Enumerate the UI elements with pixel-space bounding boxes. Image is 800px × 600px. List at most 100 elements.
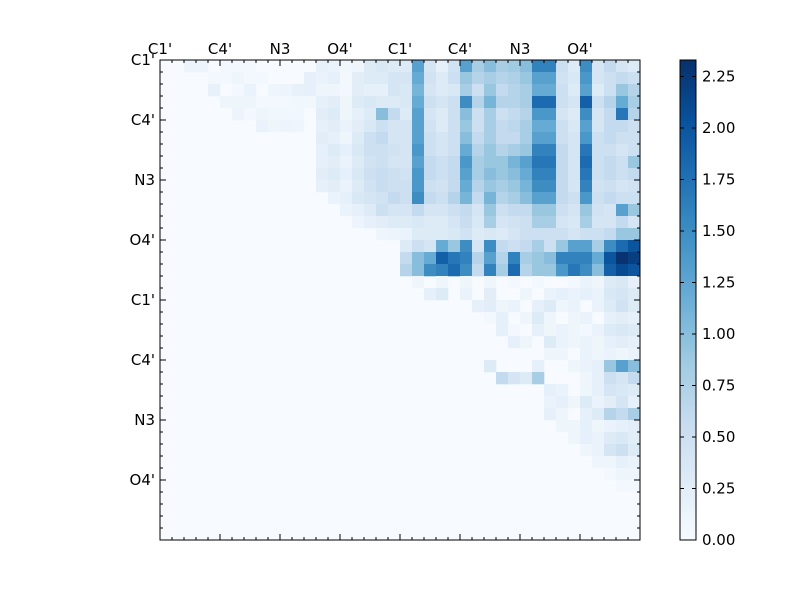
heatmap-cell bbox=[472, 168, 485, 181]
heatmap-cell bbox=[364, 108, 377, 121]
heatmap-cell bbox=[532, 96, 545, 109]
heatmap-cell bbox=[556, 96, 569, 109]
heatmap-cell bbox=[628, 192, 641, 205]
heatmap-cell bbox=[340, 144, 353, 157]
heatmap-cell bbox=[556, 288, 569, 301]
heatmap-cell bbox=[340, 120, 353, 133]
heatmap-cell bbox=[364, 204, 377, 217]
heatmap-cell bbox=[568, 324, 581, 337]
heatmap-cell bbox=[592, 96, 605, 109]
heatmap-cell bbox=[232, 84, 245, 97]
heatmap-cell bbox=[400, 84, 413, 97]
heatmap-cell bbox=[592, 456, 605, 469]
heatmap-cell bbox=[424, 240, 437, 253]
heatmap-cell bbox=[436, 96, 449, 109]
heatmap-cell bbox=[532, 60, 545, 73]
x-tick-label: C1' bbox=[148, 40, 172, 58]
heatmap-cell bbox=[436, 180, 449, 193]
heatmap-cell bbox=[592, 252, 605, 265]
heatmap-cell bbox=[400, 180, 413, 193]
heatmap-cell bbox=[352, 204, 365, 217]
heatmap-cell bbox=[376, 180, 389, 193]
heatmap-cell bbox=[328, 60, 341, 73]
heatmap-cell bbox=[472, 252, 485, 265]
heatmap-cell bbox=[616, 480, 629, 493]
heatmap-cell bbox=[376, 120, 389, 133]
heatmap-cell bbox=[520, 192, 533, 205]
heatmap-cell bbox=[628, 456, 641, 469]
heatmap-cell bbox=[484, 240, 497, 253]
heatmap-cell bbox=[616, 324, 629, 337]
heatmap-cell bbox=[460, 84, 473, 97]
axis-tick-labels: C1' C4' N3 O4' C1' C4' N3 O4' C1' C4' N3 O4' C1' C4' N… bbox=[130, 40, 593, 489]
heatmap-cell bbox=[400, 192, 413, 205]
heatmap-cell bbox=[604, 420, 617, 433]
heatmap-cell bbox=[256, 120, 269, 133]
heatmap-cell bbox=[364, 132, 377, 145]
heatmap-cell bbox=[616, 396, 629, 409]
heatmap-cell bbox=[448, 252, 461, 265]
heatmap-cell bbox=[412, 180, 425, 193]
heatmap-cell bbox=[568, 312, 581, 325]
heatmap-cell bbox=[592, 360, 605, 373]
heatmap-cell bbox=[364, 144, 377, 157]
heatmap-cell bbox=[628, 108, 641, 121]
heatmap-cell bbox=[592, 60, 605, 73]
heatmap-cell bbox=[448, 96, 461, 109]
heatmap-cell bbox=[496, 264, 509, 277]
heatmap-cell bbox=[316, 132, 329, 145]
heatmap-cell bbox=[580, 360, 593, 373]
heatmap-cell bbox=[496, 132, 509, 145]
heatmap-cell bbox=[580, 228, 593, 241]
heatmap-cell bbox=[556, 60, 569, 73]
heatmap-cell bbox=[628, 300, 641, 313]
heatmap-cell bbox=[628, 240, 641, 253]
heatmap-cell bbox=[424, 84, 437, 97]
heatmap-cell bbox=[628, 204, 641, 217]
heatmap-cell bbox=[520, 84, 533, 97]
heatmap-cell bbox=[460, 144, 473, 157]
y-tick-label: N3 bbox=[134, 171, 155, 189]
heatmap-cell bbox=[628, 312, 641, 325]
heatmap-cell bbox=[484, 360, 497, 373]
heatmap-cell bbox=[580, 180, 593, 193]
heatmap-cell bbox=[604, 72, 617, 85]
heatmap-cell bbox=[604, 240, 617, 253]
heatmap-cell bbox=[520, 144, 533, 157]
heatmap-cell bbox=[484, 72, 497, 85]
heatmap-cell bbox=[544, 168, 557, 181]
heatmap-cell bbox=[448, 132, 461, 145]
heatmap-cell bbox=[412, 60, 425, 73]
heatmap-cell bbox=[400, 96, 413, 109]
heatmap-cell bbox=[628, 360, 641, 373]
heatmap-cell bbox=[580, 60, 593, 73]
heatmap-cell bbox=[616, 60, 629, 73]
heatmap-cell bbox=[400, 240, 413, 253]
heatmap-cell bbox=[496, 252, 509, 265]
heatmap-cell bbox=[460, 216, 473, 229]
heatmap-cell bbox=[436, 72, 449, 85]
heatmap-cell bbox=[520, 132, 533, 145]
heatmap-cell bbox=[556, 396, 569, 409]
heatmap-cell bbox=[448, 228, 461, 241]
y-tick-label: C1' bbox=[131, 51, 155, 69]
heatmap-cell bbox=[628, 216, 641, 229]
heatmap-cell bbox=[352, 60, 365, 73]
heatmap-cell bbox=[232, 60, 245, 73]
heatmap-cell bbox=[556, 384, 569, 397]
heatmap-cell bbox=[508, 144, 521, 157]
heatmap-cell bbox=[388, 180, 401, 193]
heatmap-cell bbox=[484, 132, 497, 145]
heatmap-cell bbox=[628, 60, 641, 73]
y-tick-label: C1' bbox=[131, 291, 155, 309]
heatmap-cell bbox=[520, 180, 533, 193]
heatmap-cell bbox=[352, 72, 365, 85]
heatmap-cell bbox=[436, 264, 449, 277]
heatmap-cell bbox=[604, 264, 617, 277]
heatmap-cell bbox=[292, 108, 305, 121]
heatmap-cell bbox=[472, 120, 485, 133]
heatmap-cell bbox=[328, 144, 341, 157]
heatmap-cell bbox=[592, 384, 605, 397]
colorbar-tick-label: 2.25 bbox=[702, 67, 735, 85]
